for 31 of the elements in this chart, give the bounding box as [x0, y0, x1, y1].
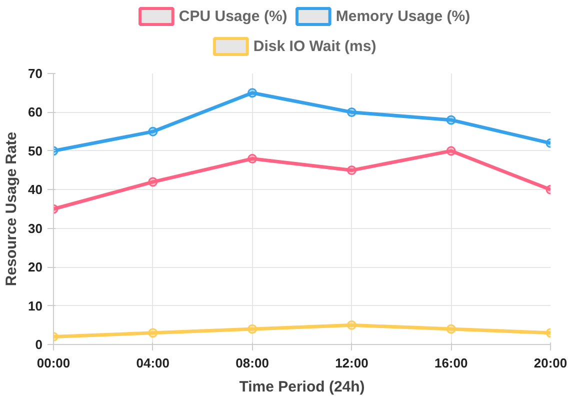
point	[446, 115, 456, 125]
point	[248, 154, 258, 164]
y-tick-label: 0	[35, 337, 43, 352]
legend-label: CPU Usage (%)	[178, 8, 288, 25]
x-tick-label: 00:00	[36, 356, 70, 370]
y-tick-label: 70	[28, 66, 43, 81]
y-tick-label: 20	[28, 260, 43, 275]
legend-label: Disk IO Wait (ms)	[253, 38, 376, 55]
point	[346, 320, 356, 330]
point	[346, 166, 356, 176]
point	[248, 88, 258, 98]
x-tick-label: 16:00	[434, 356, 468, 370]
y-tick-label: 50	[28, 143, 43, 158]
y-axis-title: Resource Usage Rate	[3, 132, 20, 286]
legend-label: Memory Usage (%)	[336, 8, 470, 25]
y-tick-label: 10	[28, 298, 43, 314]
y-tick-label: 60	[28, 104, 43, 120]
x-tick-label: 20:00	[534, 356, 568, 370]
point	[148, 126, 158, 136]
x-tick-label: 08:00	[236, 356, 269, 370]
x-tick-label: 12:00	[335, 356, 368, 370]
point	[446, 146, 456, 156]
y-tick-label: 30	[28, 220, 43, 236]
point	[148, 328, 158, 338]
point	[446, 324, 456, 334]
point	[346, 107, 356, 117]
y-tick-label: 40	[28, 182, 43, 198]
x-tick-label: 04:00	[136, 356, 170, 370]
x-axis-title: Time Period (24h)	[239, 378, 365, 396]
point	[248, 324, 258, 334]
point	[148, 177, 158, 187]
